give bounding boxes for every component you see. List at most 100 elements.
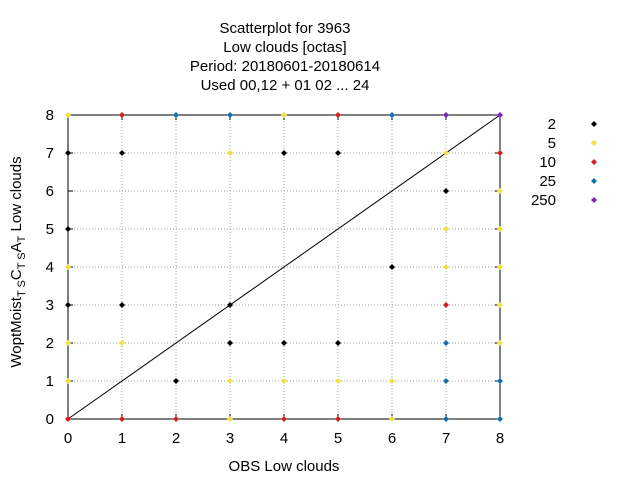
data-point-250-0 (443, 112, 449, 118)
x-tick-label-5: 5 (334, 430, 342, 447)
y-tick-label-7: 7 (46, 145, 54, 162)
data-point-2-8 (281, 340, 287, 346)
data-point-10-2 (119, 112, 125, 118)
y-tick-label-5: 5 (46, 221, 54, 238)
grid-lines (68, 115, 500, 419)
data-point-2-2 (65, 150, 71, 156)
y-label-sub-1: T S (16, 280, 28, 297)
diagonal-line (67, 114, 501, 420)
series-250 (443, 112, 503, 118)
y-tick-label-3: 3 (46, 297, 54, 314)
chart-title: Scatterplot for 3963 Low clouds [octas] … (190, 20, 380, 94)
legend-marker-10 (591, 159, 597, 165)
legend-label-2: 2 (548, 116, 556, 133)
data-point-25-1 (227, 112, 233, 118)
x-tick-label-4: 4 (280, 430, 288, 447)
y-label-sub-3: T (16, 235, 28, 242)
title-line-3: Period: 20180601-20180614 (190, 58, 380, 75)
data-point-5-18 (497, 302, 503, 308)
data-point-2-0 (65, 302, 71, 308)
x-tick-label-0: 0 (64, 430, 72, 447)
legend-label-10: 10 (539, 154, 556, 171)
data-points (65, 112, 503, 422)
data-point-5-19 (497, 264, 503, 270)
title-line-1: Scatterplot for 3963 (220, 20, 351, 37)
axis-ticks: 0 1 2 3 4 5 6 7 8 0 1 2 3 4 5 6 7 8 (46, 107, 505, 447)
data-point-2-13 (443, 188, 449, 194)
data-point-5-17 (497, 340, 503, 346)
data-point-5-3 (65, 112, 71, 118)
data-point-25-4 (443, 378, 449, 384)
data-point-2-1 (65, 226, 71, 232)
x-tick-label-3: 3 (226, 430, 234, 447)
legend-marker-25 (591, 178, 597, 184)
data-point-25-7 (497, 378, 503, 384)
data-point-2-12 (389, 264, 395, 270)
legend-marker-5 (591, 140, 597, 146)
data-point-10-3 (173, 416, 179, 422)
data-point-5-20 (497, 226, 503, 232)
y-tick-label-0: 0 (46, 411, 54, 428)
data-point-5-21 (497, 188, 503, 194)
data-point-5-14 (443, 264, 449, 270)
data-point-2-9 (281, 150, 287, 156)
data-point-5-5 (227, 416, 233, 422)
legend-label-250: 250 (531, 192, 556, 209)
y-tick-label-6: 6 (46, 183, 54, 200)
series-25 (173, 112, 503, 422)
data-point-250-1 (497, 112, 503, 118)
legend-label-5: 5 (548, 135, 556, 152)
diagonal-reference-line (67, 114, 501, 420)
series-10 (65, 112, 503, 422)
title-line-4: Used 00,12 + 01 02 ... 24 (201, 77, 370, 94)
data-point-5-16 (443, 150, 449, 156)
x-tick-label-1: 1 (118, 430, 126, 447)
y-tick-label-4: 4 (46, 259, 54, 276)
data-point-10-7 (443, 302, 449, 308)
data-point-5-9 (281, 112, 287, 118)
data-point-2-6 (227, 340, 233, 346)
data-point-25-5 (443, 340, 449, 346)
data-point-5-11 (389, 416, 395, 422)
data-point-5-1 (65, 340, 71, 346)
x-tick-label-6: 6 (388, 430, 396, 447)
data-point-5-8 (281, 378, 287, 384)
data-point-10-6 (335, 112, 341, 118)
data-point-10-1 (119, 416, 125, 422)
y-tick-label-8: 8 (46, 107, 54, 124)
legend-marker-250 (591, 197, 597, 203)
data-point-25-6 (497, 416, 503, 422)
data-point-10-0 (65, 416, 71, 422)
x-tick-label-8: 8 (496, 430, 504, 447)
x-tick-label-2: 2 (172, 430, 180, 447)
data-point-10-8 (497, 150, 503, 156)
data-point-5-2 (65, 264, 71, 270)
x-tick-label-7: 7 (442, 430, 450, 447)
data-point-5-15 (443, 226, 449, 232)
y-axis-label: WoptMoistT SCT SAT Low clouds (8, 156, 28, 367)
data-point-5-12 (389, 378, 395, 384)
y-label-sub-2: T S (16, 252, 28, 269)
data-point-5-6 (227, 378, 233, 384)
data-point-5-7 (227, 150, 233, 156)
data-point-2-3 (119, 302, 125, 308)
data-point-25-2 (389, 112, 395, 118)
y-label-main: WoptMoist (8, 296, 25, 367)
y-tick-label-1: 1 (46, 373, 54, 390)
y-label-mid-1: C (8, 269, 25, 280)
data-point-2-10 (335, 340, 341, 346)
data-point-25-3 (443, 416, 449, 422)
data-point-10-5 (335, 416, 341, 422)
data-point-10-4 (281, 416, 287, 422)
data-point-2-11 (335, 150, 341, 156)
data-point-5-10 (335, 378, 341, 384)
data-point-5-4 (119, 340, 125, 346)
legend-label-25: 25 (539, 173, 556, 190)
data-point-25-0 (173, 112, 179, 118)
data-point-2-7 (227, 302, 233, 308)
y-label-mid-2: A (8, 242, 25, 252)
title-line-2: Low clouds [octas] (223, 39, 346, 56)
legend-marker-2 (591, 121, 597, 127)
